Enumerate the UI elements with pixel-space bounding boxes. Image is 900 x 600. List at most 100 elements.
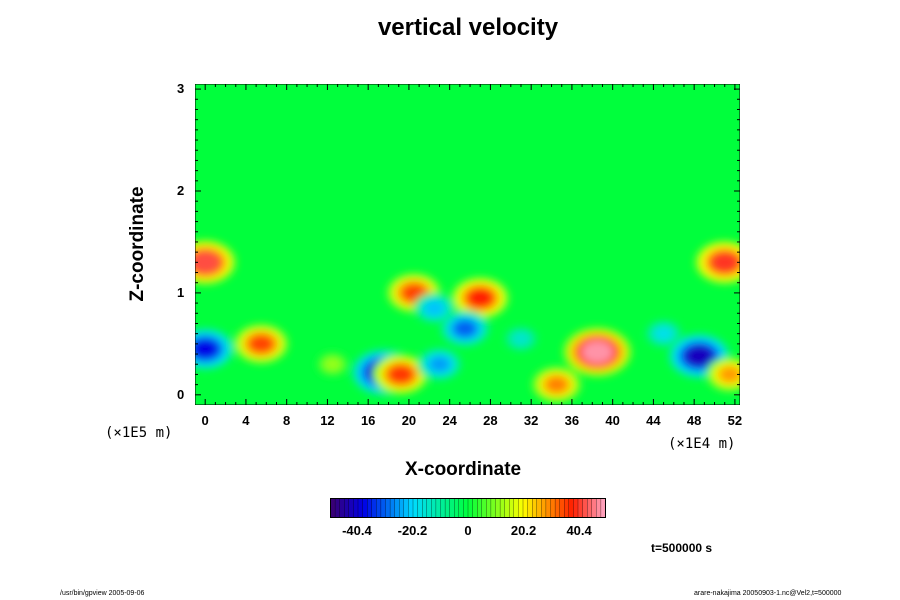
colorbar-cell — [417, 498, 423, 518]
colorbar-cell — [449, 498, 455, 518]
colorbar-cell — [463, 498, 469, 518]
heatmap-cell — [387, 364, 414, 384]
colorbar-cell — [522, 498, 529, 518]
colorbar-cell — [564, 498, 570, 518]
colorbar-cell — [458, 498, 464, 518]
footer-command: /usr/bin/gpview 2005-09-06 — [60, 590, 145, 597]
heatmap-features — [195, 239, 740, 403]
colorbar-cell — [334, 498, 341, 518]
x-axis-label: X-coordinate — [405, 459, 522, 480]
colorbar-cell — [477, 498, 483, 518]
colorbar-tick-label: 40.4 — [566, 523, 592, 538]
colorbar-cell — [559, 498, 565, 518]
colorbar-cell — [591, 498, 597, 518]
colorbar-cell — [362, 498, 368, 518]
heatmap-cell — [581, 340, 614, 364]
colorbar-cell — [550, 498, 556, 518]
colorbar-cell — [541, 498, 547, 518]
y-tick-label: 0 — [177, 386, 185, 402]
x-tick-label: 48 — [686, 413, 702, 428]
heatmap-cell — [424, 301, 445, 316]
colorbar-cell — [486, 498, 492, 518]
colorbar-cell — [376, 498, 382, 518]
colorbar-cell — [408, 498, 414, 518]
footer-source: arare-nakajima 20050903-1.nc@Vel2,t=5000… — [694, 590, 842, 597]
x-tick-label: 12 — [320, 413, 335, 428]
colorbar-cell — [467, 498, 474, 518]
colorbar-cell — [509, 498, 515, 518]
colorbar — [330, 498, 606, 518]
x-tick-label: 36 — [564, 413, 580, 428]
colorbar-tick-label: -20.2 — [397, 523, 428, 538]
heatmap-cell — [325, 358, 340, 370]
y-tick-label: 1 — [177, 284, 185, 300]
colorbar-cell — [532, 498, 538, 518]
heatmap-cell — [512, 332, 529, 345]
colorbar-cell — [435, 498, 441, 518]
colorbar-cell — [399, 498, 405, 518]
x-tick-label: 28 — [483, 413, 498, 428]
heatmap-svg — [195, 84, 740, 405]
colorbar-cell — [353, 498, 359, 518]
colorbar-cell — [504, 498, 510, 518]
x-tick-label: 20 — [401, 413, 417, 428]
x-tick-label: 24 — [442, 413, 457, 428]
colorbar-tick-label: 0 — [464, 523, 472, 538]
x-tick-label: 32 — [523, 413, 539, 428]
heatmap-cell — [654, 327, 673, 341]
heatmap-cell — [718, 366, 740, 383]
x-tick-label: 8 — [283, 413, 291, 428]
x-tick-label: 40 — [605, 413, 620, 428]
chart-title: vertical velocity — [377, 14, 559, 41]
heatmap-cell — [453, 320, 477, 338]
colorbar-cell — [518, 498, 524, 518]
heatmap-cell — [195, 251, 220, 273]
colorbar-cell — [380, 498, 386, 518]
colorbar-cell — [357, 498, 364, 518]
time-label: t=500000 s — [651, 541, 713, 555]
colorbar-cell — [481, 498, 487, 518]
colorbar-cell — [389, 498, 396, 518]
heatmap-cell — [466, 288, 494, 308]
colorbar-cell — [495, 498, 501, 518]
colorbar-cell — [422, 498, 428, 518]
colorbar-cell — [499, 498, 506, 518]
colorbar-cell — [596, 498, 602, 518]
colorbar-cell — [582, 498, 588, 518]
colorbar-cell — [367, 498, 373, 518]
colorbar-tick-label: -40.4 — [342, 523, 372, 538]
colorbar-cell — [394, 498, 400, 518]
colorbar-tick-label: 20.2 — [510, 523, 537, 538]
colorbar-cell — [568, 498, 574, 518]
colorbar-cell — [527, 498, 533, 518]
colorbar-cell — [454, 498, 460, 518]
colorbar-cell — [330, 498, 336, 518]
heatmap-cell — [684, 345, 714, 367]
heatmap-cell — [429, 356, 450, 372]
colorbar-cell — [348, 498, 354, 518]
colorbar-cell — [444, 498, 451, 518]
axis-ticks — [195, 84, 740, 405]
heatmap-cell — [710, 252, 739, 273]
colorbar-cell — [554, 498, 561, 518]
colorbar-cell — [412, 498, 419, 518]
heatmap-cell — [545, 376, 569, 394]
x-tick-label: 16 — [360, 413, 376, 428]
colorbar-cell — [472, 498, 478, 518]
heatmap-cell — [248, 334, 274, 354]
x-tick-label: 0 — [201, 413, 209, 428]
y-tick-label: 3 — [177, 81, 185, 97]
x-tick-label: 4 — [242, 413, 250, 428]
x-tick-label: 52 — [727, 413, 743, 428]
colorbar-cell — [545, 498, 551, 518]
x-scale-factor: (×1E4 m) — [668, 436, 736, 452]
colorbar-cell — [440, 498, 446, 518]
colorbar-cell — [490, 498, 496, 518]
colorbar-cell — [431, 498, 437, 518]
y-tick-label: 2 — [177, 183, 185, 198]
colorbar-cell — [577, 498, 584, 518]
colorbar-cell — [385, 498, 391, 518]
colorbar-cell — [403, 498, 409, 518]
colorbar-cell — [587, 498, 593, 518]
colorbar-cell — [536, 498, 542, 518]
